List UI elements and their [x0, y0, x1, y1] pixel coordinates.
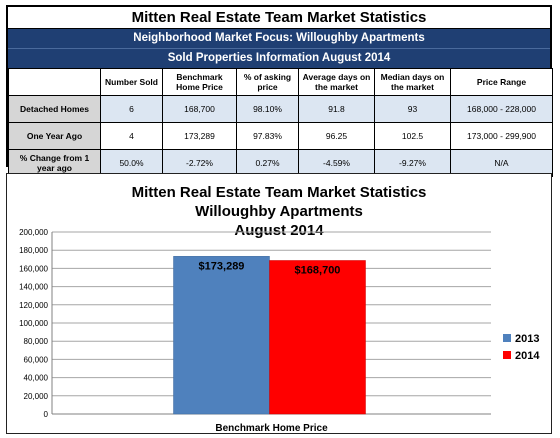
- y-tick-label: 60,000: [24, 355, 49, 364]
- table-cell: -4.59%: [298, 149, 375, 177]
- table-cell: 168,000 - 228,000: [450, 95, 553, 123]
- legend-label-2013: 2013: [515, 333, 539, 345]
- y-tick-label: 140,000: [19, 283, 48, 292]
- data-label: $168,700: [295, 264, 341, 276]
- column-header: Number Sold: [100, 68, 163, 96]
- table-cell: 97.83%: [236, 122, 299, 150]
- column-header: Median days on the market: [374, 68, 451, 96]
- table-cell: 96.25: [298, 122, 375, 150]
- legend-swatch-2014: [503, 351, 511, 359]
- table-cell: 0.27%: [236, 149, 299, 177]
- y-tick-label: 180,000: [19, 246, 48, 255]
- table-corner-cell: [8, 68, 101, 96]
- y-tick-label: 100,000: [19, 319, 48, 328]
- chart-title-line-2: Willoughby Apartments: [195, 203, 363, 220]
- table-cell: N/A: [450, 149, 553, 177]
- legend-label-2014: 2014: [515, 350, 540, 362]
- table-cell: 98.10%: [236, 95, 299, 123]
- column-header: Average days on the market: [298, 68, 375, 96]
- table-cell: 173,000 - 299,900: [450, 122, 553, 150]
- table-cell: 6: [100, 95, 163, 123]
- y-tick-label: 40,000: [24, 374, 49, 383]
- column-header: Price Range: [450, 68, 553, 96]
- table-cell: 168,700: [162, 95, 237, 123]
- chart-panel: Mitten Real Estate Team Market Statistic…: [6, 173, 552, 434]
- table-row: Detached Homes 6 168,700 98.10% 91.8 93 …: [8, 95, 553, 123]
- y-tick-label: 20,000: [24, 392, 49, 401]
- y-tick-label: 160,000: [19, 264, 48, 273]
- table-subtitle-focus: Neighborhood Market Focus: Willoughby Ap…: [8, 29, 550, 49]
- table-row: % Change from 1 year ago 50.0% -2.72% 0.…: [8, 149, 553, 177]
- statistics-table-panel: Mitten Real Estate Team Market Statistic…: [6, 5, 553, 177]
- table-cell: 93: [374, 95, 451, 123]
- bar-chart: 0 20,000 40,000 60,000 80,000 100,000 120,000 1…: [19, 228, 540, 433]
- category-label: Benchmark Home Price: [215, 423, 328, 433]
- table-subtitle-period: Sold Properties Information August 2014: [8, 49, 550, 68]
- table-cell: -9.27%: [374, 149, 451, 177]
- column-header: % of asking price: [236, 68, 299, 96]
- bar-2013: [173, 256, 270, 415]
- chart-title-line-3: August 2014: [234, 222, 324, 239]
- y-tick-label: 80,000: [24, 337, 49, 346]
- bar-2014: [269, 260, 366, 415]
- table-row: One Year Ago 4 173,289 97.83% 96.25 102.…: [8, 122, 553, 150]
- table-cell: -2.72%: [162, 149, 237, 177]
- y-tick-label: 0: [44, 410, 49, 419]
- statistics-table: Number Sold Benchmark Home Price % of as…: [8, 68, 553, 177]
- row-label: Detached Homes: [8, 95, 101, 123]
- y-tick-label: 120,000: [19, 301, 48, 310]
- row-label: % Change from 1 year ago: [8, 149, 101, 177]
- y-tick-label: 200,000: [19, 228, 48, 237]
- table-header-row: Number Sold Benchmark Home Price % of as…: [8, 68, 553, 96]
- table-cell: 4: [100, 122, 163, 150]
- table-cell: 102.5: [374, 122, 451, 150]
- column-header: Benchmark Home Price: [162, 68, 237, 96]
- table-cell: 173,289: [162, 122, 237, 150]
- table-cell: 91.8: [298, 95, 375, 123]
- data-label: $173,289: [199, 260, 245, 272]
- legend-swatch-2013: [503, 334, 511, 342]
- chart-title-line-1: Mitten Real Estate Team Market Statistic…: [131, 184, 427, 201]
- table-cell: 50.0%: [100, 149, 163, 177]
- table-title: Mitten Real Estate Team Market Statistic…: [8, 7, 550, 29]
- row-label: One Year Ago: [8, 122, 101, 150]
